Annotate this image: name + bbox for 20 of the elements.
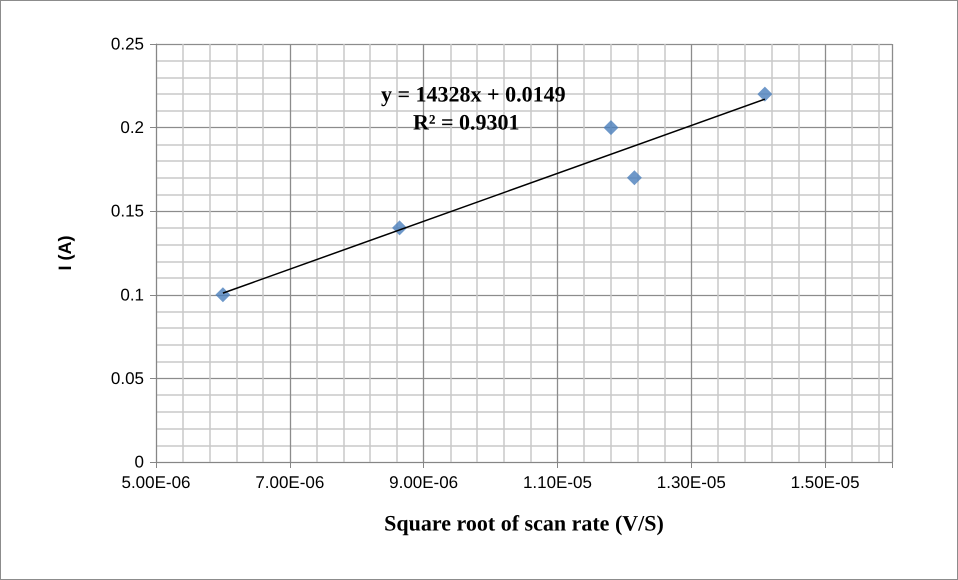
x-tick-label: 7.00E-06 [255,473,324,492]
point [603,120,618,136]
y-tick-label: 0.15 [110,202,144,221]
x-axis-title: Square root of scan rate (V/S) [384,510,664,536]
point [215,287,230,302]
point [626,170,642,186]
y-tick-label: 0 [134,452,144,472]
y-tick-label: 0.25 [110,34,144,54]
x-tick-label: 1.10E-05 [522,473,592,492]
point [757,86,772,102]
x-tick-label: 9.00E-06 [389,473,458,492]
annotation: y = 14328x + 0.0149 [381,82,566,106]
y-tick-label: 0.1 [120,285,144,304]
annotation: R² = 0.9301 [413,110,520,134]
y-tick-label: 0.05 [110,368,144,388]
y-tick-label: 0.2 [120,118,144,138]
y-axis-title: I (A) [55,236,75,270]
x-tick-label: 1.30E-05 [656,473,726,492]
x-tick-label: 5.00E-06 [122,473,190,492]
x-tick-label: 1.50E-05 [790,473,860,492]
